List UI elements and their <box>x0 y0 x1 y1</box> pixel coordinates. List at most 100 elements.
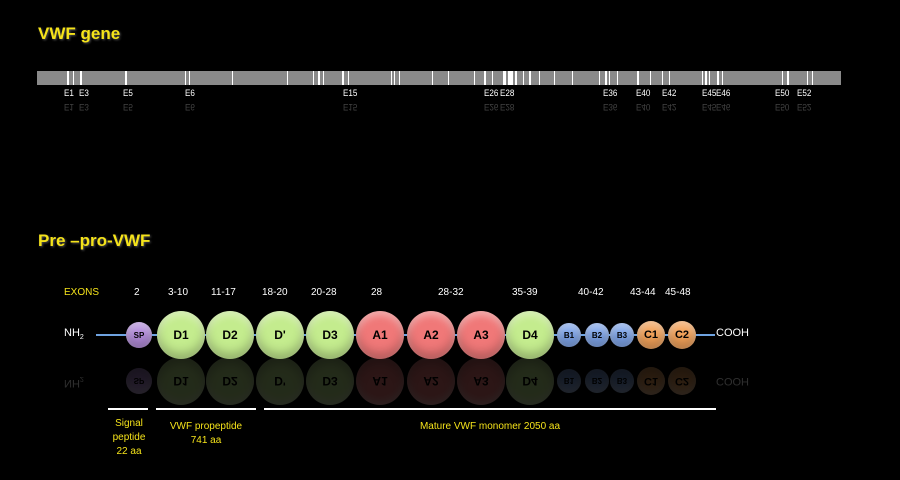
domain-reflection: D2 <box>206 357 254 405</box>
exon-stripe <box>323 71 324 85</box>
n-terminus-reflection-sub: 2 <box>79 375 84 382</box>
domain-b3: B3 <box>610 323 634 347</box>
protein-backbone <box>96 334 715 336</box>
exon-stripe <box>554 71 555 85</box>
exon-stripe <box>287 71 288 85</box>
domain-c1: C1 <box>637 321 665 349</box>
domain-d4: D4 <box>506 311 554 359</box>
propeptide-bracket <box>156 408 256 410</box>
exon-range-label: 3-10 <box>168 287 189 298</box>
exon-label-reflection: E15 <box>343 102 358 112</box>
exon-stripe <box>572 71 573 85</box>
exon-label-reflection: E52 <box>797 102 812 112</box>
domain-reflection: B3 <box>610 369 634 393</box>
exon-label: E28 <box>500 88 515 98</box>
domain-d1: D1 <box>157 311 205 359</box>
exon-range-label: 45-48 <box>665 287 691 298</box>
exon-stripe <box>503 71 506 85</box>
signal-bracket <box>108 408 148 410</box>
signal-peptide-caption: Signal peptide 22 aa <box>103 417 155 459</box>
exons-label: EXONS <box>64 287 100 298</box>
domain-sp: SP <box>126 322 152 348</box>
exon-stripe <box>609 71 610 85</box>
propeptide-caption-line: VWF propeptide <box>169 421 243 432</box>
domain-a3: A3 <box>457 311 505 359</box>
c-terminus-reflection: COOH <box>716 375 749 387</box>
exon-stripe <box>189 71 190 85</box>
n-terminus-reflection-text: NH <box>64 377 80 390</box>
domain-reflection: D4 <box>506 357 554 405</box>
exon-stripe <box>67 71 69 85</box>
domain-b1: B1 <box>557 323 581 347</box>
exon-label: E52 <box>797 88 812 98</box>
exon-stripe <box>637 71 639 85</box>
exon-stripe <box>342 71 344 85</box>
exon-stripe <box>650 71 651 85</box>
exon-stripe <box>599 71 600 85</box>
exon-range-label: 40-42 <box>578 287 604 298</box>
exon-stripe <box>73 71 74 85</box>
exon-range-label: 35-39 <box>512 287 538 298</box>
domain-reflection: D1 <box>157 357 205 405</box>
exon-stripe <box>702 71 703 85</box>
exon-stripe <box>348 71 349 85</box>
exon-range-label: 43-44 <box>630 287 656 298</box>
domain-reflection: C2 <box>668 367 696 395</box>
exon-label: E6 <box>185 88 195 98</box>
domain-b2: B2 <box>585 323 609 347</box>
propeptide-caption: VWF propeptide 741 aa <box>151 420 261 448</box>
domain-d2: D2 <box>206 311 254 359</box>
exon-label-reflection: E46 <box>716 102 731 112</box>
exon-stripe <box>617 71 618 85</box>
domain-reflection: A2 <box>407 357 455 405</box>
exon-stripe <box>432 71 433 85</box>
signal-caption-line: Signal <box>115 418 143 429</box>
exon-stripe <box>722 71 723 85</box>
exon-label: E5 <box>123 88 133 98</box>
n-terminus-text: NH <box>64 327 80 339</box>
mature-caption: Mature VWF monomer 2050 aa <box>419 421 561 432</box>
exon-label-reflection: E5 <box>123 102 133 112</box>
exon-label: E26 <box>484 88 499 98</box>
exon-stripe <box>807 71 808 85</box>
exon-stripe <box>529 71 531 85</box>
exon-stripe <box>705 71 707 85</box>
domain-d-prime: D' <box>256 311 304 359</box>
exon-label-reflection: E45 <box>702 102 717 112</box>
domain-a2: A2 <box>407 311 455 359</box>
signal-caption-line: 22 aa <box>116 446 142 457</box>
exon-stripe <box>717 71 719 85</box>
exon-label-reflection: E26 <box>484 102 499 112</box>
mature-bracket <box>264 408 716 410</box>
exon-range-label: 28-32 <box>438 287 464 298</box>
exon-label: E42 <box>662 88 677 98</box>
domain-reflection: C1 <box>637 367 665 395</box>
exon-stripe <box>539 71 540 85</box>
exon-range-label: 11-17 <box>211 287 236 298</box>
protein-title: Pre –pro-VWF <box>38 231 151 250</box>
exon-label: E36 <box>603 88 618 98</box>
domain-reflection: D3 <box>306 357 354 405</box>
exon-stripe <box>232 71 233 85</box>
exon-stripe <box>669 71 670 85</box>
exon-stripe <box>125 71 127 85</box>
exon-label-reflection: E50 <box>775 102 790 112</box>
exon-stripe <box>662 71 663 85</box>
exon-range-label: 18-20 <box>262 287 288 298</box>
signal-caption-line: peptide <box>112 432 146 443</box>
exon-range-label: 2 <box>134 287 140 298</box>
exon-label-reflection: E1 <box>64 102 74 112</box>
exon-label-reflection: E40 <box>636 102 651 112</box>
domain-a1: A1 <box>356 311 404 359</box>
exon-label: E45 <box>702 88 717 98</box>
exon-stripe <box>313 71 314 85</box>
exon-label-reflection: E28 <box>500 102 515 112</box>
exon-label-reflection: E6 <box>185 102 195 112</box>
exon-stripe <box>709 71 710 85</box>
domain-reflection: SP <box>126 368 152 394</box>
domain-c2: C2 <box>668 321 696 349</box>
n-terminus-label: NH2 <box>64 327 84 341</box>
exon-stripe <box>80 71 82 85</box>
c-terminus-label: COOH <box>716 327 749 339</box>
exon-stripe <box>474 71 475 85</box>
